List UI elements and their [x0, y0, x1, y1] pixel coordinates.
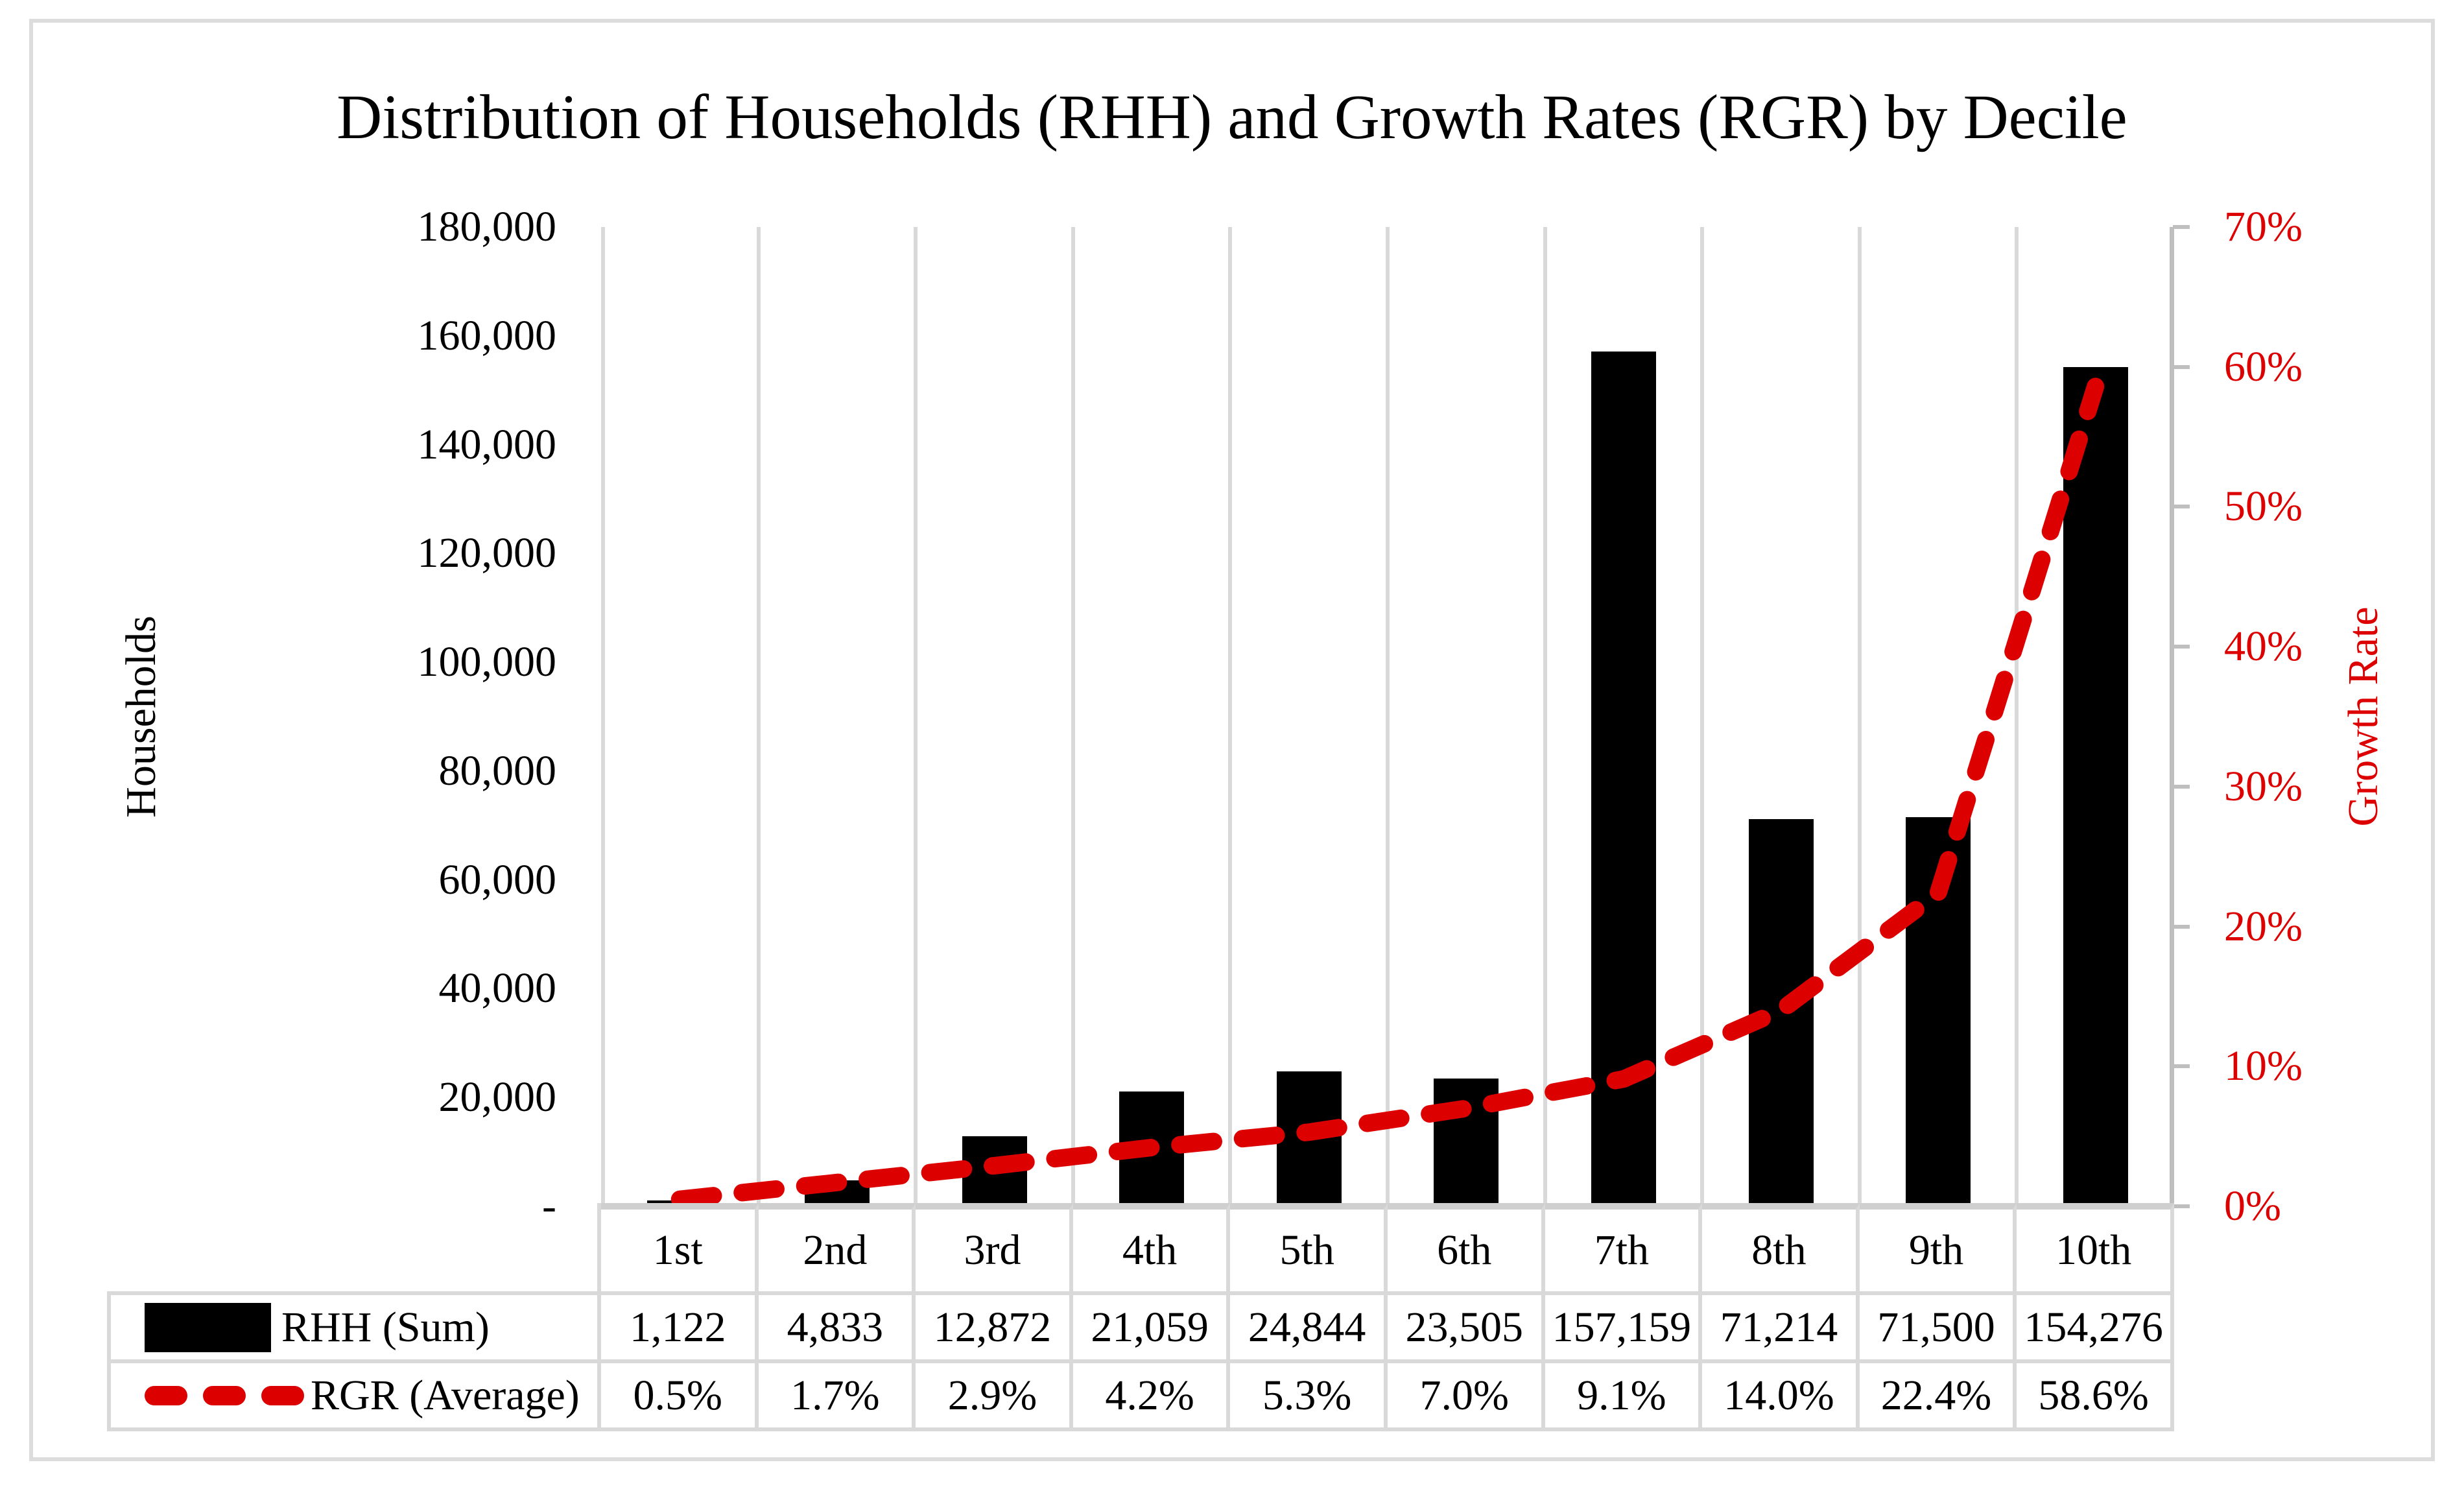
rhh-value-cell: 1,122	[601, 1295, 759, 1363]
left-axis-tick-label: 180,000	[417, 203, 557, 250]
dash-chip-icon	[261, 1385, 304, 1405]
rhh-value-cell: 154,276	[2017, 1295, 2174, 1363]
category-row: 1st 2nd 3rd 4th 5th 6th 7th 8th 9th 10th	[107, 1203, 2174, 1295]
category-label: 5th	[1230, 1203, 1388, 1295]
rhh-bar-swatch-icon	[145, 1302, 271, 1352]
legend-rgr-label: RGR (Average)	[311, 1371, 580, 1419]
rgr-dashed-line	[670, 377, 2105, 1208]
rgr-value-cell: 2.9%	[916, 1363, 1073, 1431]
rhh-value-cell: 24,844	[1230, 1295, 1388, 1363]
rgr-value-cell: 22.4%	[1859, 1363, 2017, 1431]
rgr-dash-swatch-icon	[145, 1385, 304, 1405]
right-axis-tick-mark	[2173, 1204, 2190, 1208]
legend-rgr: RGR (Average)	[107, 1363, 601, 1431]
left-axis-tick-label: 40,000	[438, 964, 557, 1012]
vertical-gridline	[1700, 227, 1705, 1206]
rhh-value-cell: 157,159	[1545, 1295, 1703, 1363]
category-label: 7th	[1545, 1203, 1703, 1295]
rhh-value-cell: 4,833	[758, 1295, 916, 1363]
chart-title: Distribution of Households (RHH) and Gro…	[337, 82, 2127, 152]
legend-rhh: RHH (Sum)	[107, 1295, 601, 1363]
vertical-gridline	[756, 227, 761, 1206]
category-label: 1st	[601, 1203, 759, 1295]
left-axis-tick-label: 60,000	[438, 855, 557, 903]
rgr-value-cell: 58.6%	[2017, 1363, 2174, 1431]
vertical-gridline	[914, 227, 918, 1206]
dash-chip-icon	[203, 1385, 246, 1405]
vertical-gridline	[601, 227, 605, 1206]
rhh-value-cell: 12,872	[916, 1295, 1073, 1363]
vertical-gridline	[1228, 227, 1233, 1206]
left-axis-tick-label: 100,000	[417, 638, 557, 686]
right-axis-tick-label: 70%	[2224, 203, 2303, 250]
rgr-row: RGR (Average) 0.5% 1.7% 2.9% 4.2% 5.3% 7.0% 9.…	[107, 1363, 2174, 1431]
legend-rhh-label: RHH (Sum)	[281, 1303, 490, 1351]
category-label: 4th	[1072, 1203, 1231, 1295]
rgr-value-cell: 9.1%	[1545, 1363, 1703, 1431]
category-label: 10th	[2017, 1203, 2174, 1295]
right-axis-tick-mark	[2173, 1064, 2190, 1069]
right-axis-tick-mark	[2173, 645, 2190, 649]
category-label: 2nd	[758, 1203, 916, 1295]
vertical-gridline	[1071, 227, 1075, 1206]
right-axis-tick-mark	[2173, 225, 2190, 229]
left-axis-tick-label: 140,000	[417, 420, 557, 468]
rgr-value-cell: 14.0%	[1702, 1363, 1860, 1431]
right-axis-tick-label: 10%	[2224, 1042, 2303, 1090]
vertical-gridline	[1543, 227, 1547, 1206]
rgr-value-cell: 0.5%	[601, 1363, 759, 1431]
right-axis-tick-mark	[2173, 505, 2190, 509]
right-axis-title: Growth Rate	[2340, 606, 2387, 827]
right-axis-line	[2170, 227, 2174, 1206]
right-axis-tick-label: 60%	[2224, 342, 2303, 390]
left-axis-tick-label: -	[542, 1182, 556, 1230]
right-axis-tick-labels: 70% 60% 50% 40% 30% 20% 10% 0%	[2224, 203, 2445, 1230]
right-axis-tick-label: 0%	[2224, 1182, 2281, 1230]
rgr-value-cell: 7.0%	[1387, 1363, 1545, 1431]
right-axis-tick-label: 20%	[2224, 902, 2303, 950]
right-axis-tick-mark	[2173, 364, 2190, 369]
left-axis-tick-label: 20,000	[438, 1073, 557, 1121]
rhh-bar	[2063, 366, 2128, 1206]
vertical-gridline	[2015, 227, 2019, 1206]
rgr-value-cell: 5.3%	[1230, 1363, 1388, 1431]
rgr-value-cell: 1.7%	[758, 1363, 916, 1431]
right-axis-tick-label: 50%	[2224, 483, 2303, 531]
rgr-value-cell: 4.2%	[1072, 1363, 1231, 1431]
right-axis-tick-mark	[2173, 924, 2190, 929]
rhh-value-cell: 71,214	[1702, 1295, 1860, 1363]
category-label: 3rd	[916, 1203, 1073, 1295]
left-axis-tick-label: 160,000	[417, 311, 557, 359]
left-axis-tick-label: 120,000	[417, 529, 557, 577]
table-corner-cell	[107, 1203, 601, 1295]
rgr-line-series	[670, 377, 2105, 1208]
rhh-value-cell: 21,059	[1072, 1295, 1231, 1363]
right-axis-tick-label: 40%	[2224, 623, 2303, 671]
category-label: 9th	[1859, 1203, 2017, 1295]
category-label: 6th	[1387, 1203, 1545, 1295]
rhh-value-cell: 23,505	[1387, 1295, 1545, 1363]
right-axis-tick-mark	[2173, 784, 2190, 789]
dash-chip-icon	[145, 1385, 187, 1405]
left-axis-tick-labels: 180,000 160,000 140,000 120,000 100,000 80,00…	[0, 203, 557, 1230]
vertical-gridline	[1386, 227, 1390, 1206]
left-axis-tick-label: 80,000	[438, 746, 557, 794]
vertical-gridline	[1857, 227, 1862, 1206]
plot-area	[601, 225, 2190, 1208]
rhh-row: RHH (Sum) 1,122 4,833 12,872 21,059 24,844 23…	[107, 1295, 2174, 1363]
right-axis-tick-label: 30%	[2224, 762, 2303, 810]
data-table: 1st 2nd 3rd 4th 5th 6th 7th 8th 9th 10th RHH (Sum…	[107, 1203, 2174, 1431]
rhh-value-cell: 71,500	[1859, 1295, 2017, 1363]
category-label: 8th	[1702, 1203, 1860, 1295]
